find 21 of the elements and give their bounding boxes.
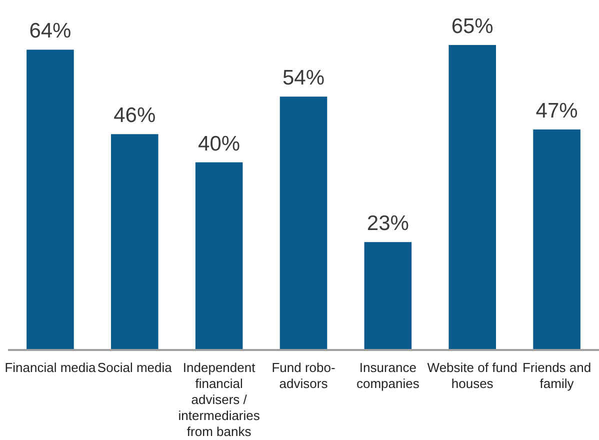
data-label: 23% — [366, 212, 409, 236]
bar — [364, 242, 412, 350]
bar — [195, 162, 243, 350]
data-label: 64% — [29, 20, 72, 43]
bar — [280, 96, 328, 350]
bar — [111, 134, 158, 350]
x-tick-label: Social media — [97, 360, 173, 375]
data-label: 46% — [114, 104, 156, 128]
data-label: 40% — [198, 132, 240, 156]
x-tick-label: Friends and family — [522, 360, 592, 391]
data-label: 65% — [451, 15, 494, 38]
x-tick-label: Website of fund houses — [427, 360, 518, 391]
bar — [26, 50, 74, 350]
data-label: 47% — [536, 99, 578, 122]
x-tick-label: Financial media — [4, 360, 97, 375]
data-label: 54% — [282, 66, 325, 90]
x-tick-label: Insurance companies — [356, 360, 420, 391]
bar — [533, 129, 580, 350]
bar — [448, 45, 496, 350]
x-tick-label: Fund robo-advisors — [272, 360, 336, 391]
x-tick-label: Independent financial advisers / intermediaries from banks — [178, 360, 260, 439]
